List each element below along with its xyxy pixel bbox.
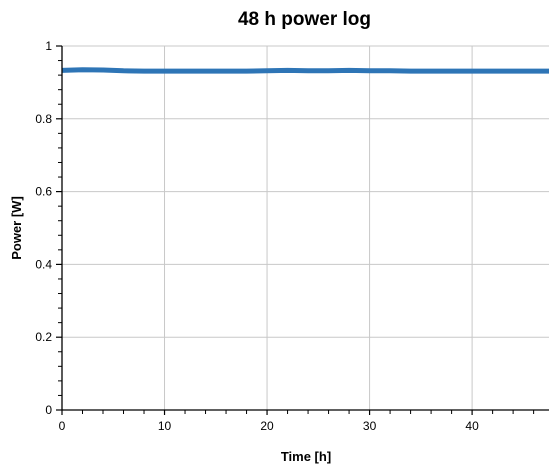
chart-title: 48 h power log: [237, 9, 372, 30]
x-tick-label: 10: [158, 419, 172, 433]
x-tick-label: 30: [363, 419, 377, 433]
plot-lines: [61, 67, 549, 74]
y-tick-label: 0.4: [35, 257, 52, 271]
y-axis-label: Power [W]: [9, 196, 24, 260]
y-tick-label: 0.8: [35, 112, 52, 126]
x-axis-label: Time [h]: [281, 449, 331, 464]
y-tick-label: 0.2: [35, 330, 52, 344]
minor-ticks: [58, 60, 535, 414]
tick-marks: [56, 45, 473, 415]
x-tick-label: 40: [465, 419, 479, 433]
y-tick-label: 0.6: [35, 185, 52, 199]
tick-labels: 0 10 20 30 40 0 0.2 0.4 0.6 0.8 1: [35, 39, 479, 433]
y-tick-label: 0: [45, 403, 52, 417]
power-series-line: [61, 67, 549, 74]
x-tick-label: 20: [260, 419, 274, 433]
y-tick-label: 1: [45, 39, 52, 53]
x-tick-label: 0: [59, 419, 66, 433]
grid-lines: [62, 45, 549, 410]
